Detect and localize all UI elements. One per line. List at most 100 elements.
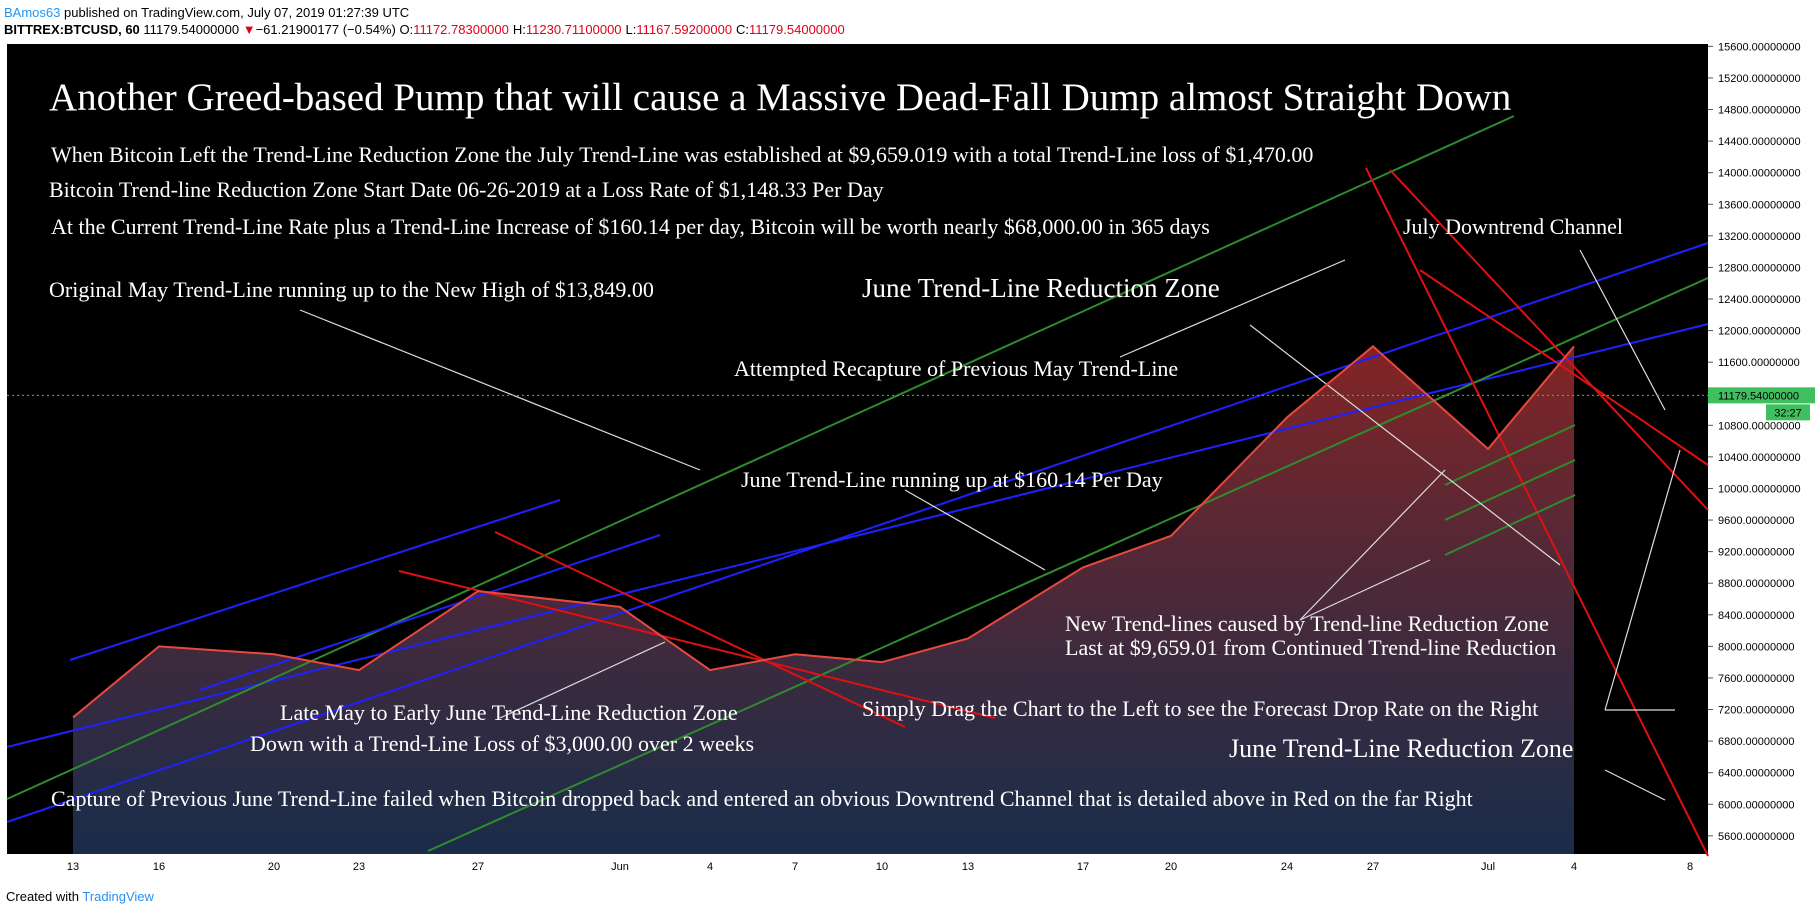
y-tick-label: 8000.00000000	[1718, 641, 1794, 653]
trend-line	[1389, 169, 1709, 511]
arrow	[1299, 559, 1431, 621]
arrow	[904, 489, 1046, 571]
publisher[interactable]: BAmos63	[4, 5, 61, 20]
annotation: Last at $9,659.01 from Continued Trend-l…	[1065, 635, 1556, 660]
annotation: Original May Trend-Line running up to th…	[49, 277, 654, 302]
countdown-tag	[1766, 404, 1810, 421]
trend-line	[494, 531, 906, 728]
trend-line	[1419, 269, 1709, 466]
y-tick-label: 5600.00000000	[1718, 831, 1794, 843]
price: 11179.54000000	[143, 22, 240, 37]
x-tick-label: 16	[153, 861, 165, 873]
annotation: Down with a Trend-Line Loss of $3,000.00…	[250, 731, 754, 756]
x-tick-label: 4	[1571, 861, 1577, 873]
countdown: 32:27	[1774, 407, 1802, 419]
annotation: Simply Drag the Chart to the Left to see…	[862, 696, 1538, 721]
trend-line	[199, 534, 661, 691]
x-tick-label: Jun	[611, 861, 629, 873]
x-tick-label: 8	[1687, 861, 1693, 873]
trend-line	[398, 570, 996, 719]
ohlc: O:11172.78300000 H:11230.71100000 L:11167.…	[399, 22, 848, 37]
y-tick-label: 15200.00000000	[1718, 73, 1801, 85]
title: Another Greed-based Pump that will cause…	[49, 76, 1511, 119]
arrow: ▼	[242, 22, 256, 37]
x-tick-label: 23	[353, 861, 365, 873]
x-tick-label: 27	[1367, 861, 1379, 873]
price-tag-label: 11179.54000000	[1718, 390, 1799, 402]
y-tick-label: 12000.00000000	[1718, 326, 1801, 338]
annotation: June Trend-Line Reduction Zone	[1229, 734, 1573, 763]
price-line	[72, 345, 1575, 719]
price-tag	[1708, 387, 1815, 404]
arrow	[1249, 324, 1561, 566]
y-tick-label: 9200.00000000	[1718, 547, 1794, 559]
x-tick-label: Jul	[1481, 861, 1495, 873]
arrow	[299, 309, 701, 471]
annotation: Bitcoin Trend-line Reduction Zone Start …	[49, 177, 884, 202]
change: −61.21900177 (−0.54%)	[255, 22, 396, 37]
x-tick-label: 7	[792, 861, 798, 873]
trend-line	[6, 323, 1709, 748]
ohlc-label: L:	[625, 22, 637, 37]
ohlc-value: 11167.59200000	[636, 22, 733, 37]
y-tick-label: 11600.00000000	[1718, 357, 1800, 369]
x-tick-label: 27	[472, 861, 484, 873]
created-with: Created with	[6, 889, 79, 904]
annotation: At the Current Trend-Line Rate plus a Tr…	[51, 214, 1210, 239]
annotation: Capture of Previous June Trend-Line fail…	[51, 786, 1473, 811]
x-tick-label: 20	[268, 861, 280, 873]
symbol: BITTREX:BTCUSD, 60	[4, 22, 140, 37]
trend-line	[427, 277, 1709, 852]
arrow	[499, 641, 666, 719]
annotation: When Bitcoin Left the Trend-Line Reducti…	[51, 142, 1313, 167]
ohlc-label: H:	[512, 22, 526, 37]
y-tick-label: 14400.00000000	[1718, 136, 1801, 148]
y-tick-label: 12800.00000000	[1718, 262, 1801, 274]
annotation: June Trend-Line Reduction Zone	[862, 273, 1220, 303]
published: published on TradingView.com, July 07, 2…	[64, 5, 410, 20]
y-tick-label: 14800.00000000	[1718, 105, 1801, 117]
y-tick-label: 7600.00000000	[1718, 673, 1794, 685]
trend-line	[1444, 494, 1576, 556]
arrows	[299, 249, 1681, 801]
y-tick-label: 13200.00000000	[1718, 231, 1801, 243]
trend-lines	[6, 115, 1709, 857]
trend-line	[1444, 459, 1576, 521]
annotation: New Trend-lines caused by Trend-line Red…	[1065, 611, 1549, 636]
x-tick-label: 13	[67, 861, 79, 873]
brand[interactable]: TradingView	[82, 889, 154, 904]
arrow	[1579, 249, 1666, 411]
chart: Another Greed-based Pump that will cause…	[6, 41, 1815, 873]
x-tick-label: 13	[962, 861, 974, 873]
y-tick-label: 8800.00000000	[1718, 578, 1794, 590]
ohlc-value: 11172.78300000	[413, 22, 509, 37]
ohlc-value: 11179.54000000	[749, 22, 845, 37]
ohlc-label: C:	[736, 22, 750, 37]
y-tick-label: 10000.00000000	[1718, 483, 1801, 495]
y-tick-label: 10400.00000000	[1718, 452, 1801, 464]
header: BAmos63 published on TradingView.com, Ju…	[4, 4, 849, 38]
y-tick-label: 14000.00000000	[1718, 168, 1801, 180]
x-tick-label: 17	[1077, 861, 1089, 873]
arrow	[1604, 769, 1666, 801]
trend-line	[69, 499, 561, 661]
annotation: Late May to Early June Trend-Line Reduct…	[280, 700, 738, 725]
arrow	[1299, 469, 1446, 621]
y-tick-label: 6800.00000000	[1718, 736, 1794, 748]
footer: Created with TradingView	[6, 889, 154, 904]
y-tick-label: 7200.00000000	[1718, 705, 1794, 717]
annotation: July Downtrend Channel	[1403, 214, 1623, 239]
x-tick-label: 20	[1165, 861, 1177, 873]
header-line: BAmos63 published on TradingView.com, Ju…	[4, 4, 849, 21]
annotation: June Trend-Line running up at $160.14 Pe…	[741, 467, 1163, 492]
y-tick-label: 9600.00000000	[1718, 515, 1794, 527]
trend-line	[6, 242, 1709, 823]
ohlc-value: 11230.71100000	[525, 22, 622, 37]
x-tick-label: 10	[876, 861, 888, 873]
y-tick-label: 6000.00000000	[1718, 799, 1794, 811]
y-tick-label: 15600.00000000	[1718, 41, 1801, 53]
x-tick-label: 4	[707, 861, 713, 873]
ohlc-label: O:	[399, 22, 414, 37]
y-tick-label: 10800.00000000	[1718, 420, 1801, 432]
y-tick-label: 12400.00000000	[1718, 294, 1801, 306]
